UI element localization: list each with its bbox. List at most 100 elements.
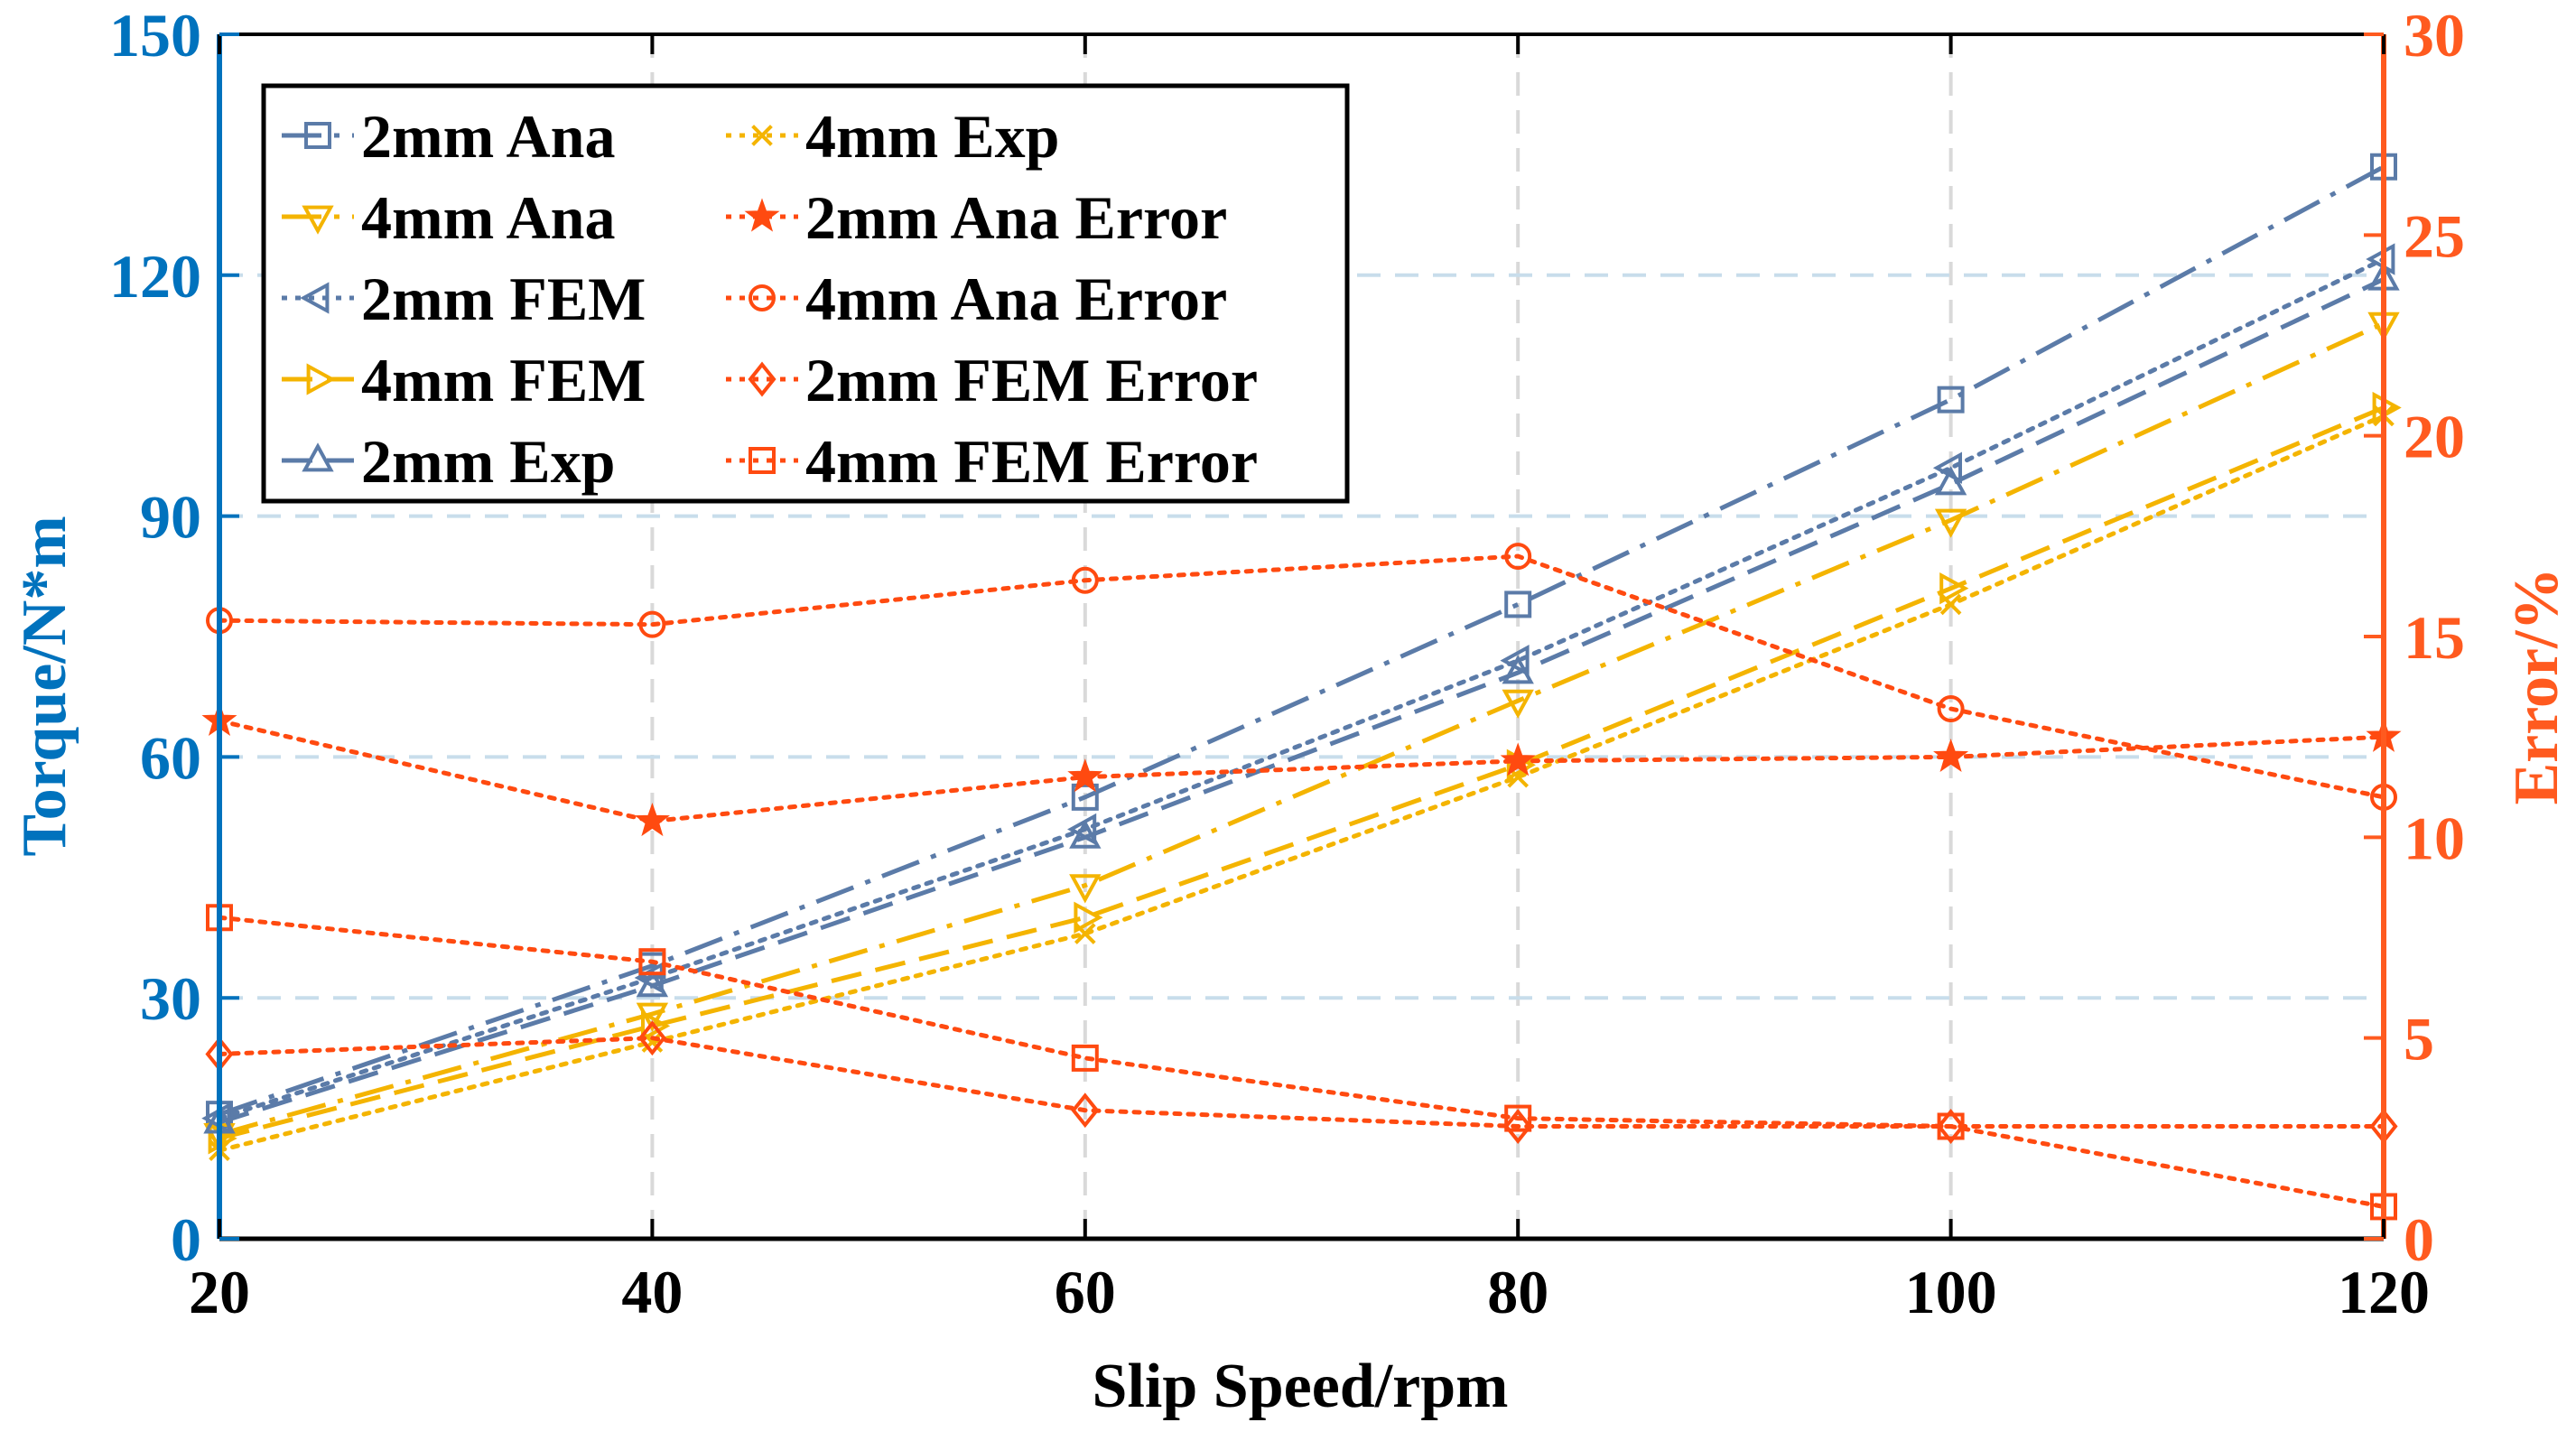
marker-star (1933, 738, 1969, 773)
series-2mm-ana (206, 153, 2397, 1129)
marker-diamond (637, 1020, 666, 1056)
marker-triangle-down (1502, 689, 1534, 719)
series-4mm-fem (208, 391, 2402, 1155)
x-tick-label: 20 (189, 1258, 250, 1326)
marker-triangle-up (636, 968, 669, 998)
marker-circle (1071, 566, 1099, 594)
legend-entry: 4mm Exp (726, 102, 1059, 171)
series-4mm-exp (209, 404, 2395, 1161)
y2-tick-label: 10 (2404, 804, 2465, 872)
legend-label: 4mm Exp (805, 102, 1059, 171)
legend-entry: 2mm FEM Error (726, 346, 1258, 414)
x-tick-label: 100 (1905, 1258, 1997, 1326)
marker-square (1937, 1112, 1965, 1140)
legend-entry: 4mm Ana (282, 183, 615, 252)
y-tick-label: 30 (140, 964, 201, 1033)
x-tick-label: 40 (621, 1258, 683, 1326)
y2-tick-label: 15 (2404, 603, 2465, 672)
marker-triangle-right (1939, 572, 1969, 605)
y-tick-label: 120 (109, 242, 201, 311)
series-line (219, 164, 2385, 1117)
marker-triangle-right (306, 363, 336, 395)
marker-triangle-down (1934, 508, 1967, 538)
series-line (217, 413, 2386, 1153)
series-4mm-fem-error (206, 904, 2397, 1221)
marker-triangle-up (1934, 466, 1967, 496)
marker-diamond (1937, 1109, 1966, 1144)
legend-box (261, 83, 1350, 504)
legend-label: 2mm Ana Error (805, 183, 1227, 252)
legend-entry: 2mm FEM (282, 265, 646, 333)
y-tick-label: 90 (140, 483, 201, 552)
legend-entry: 4mm FEM Error (726, 427, 1258, 496)
marker-circle (638, 610, 666, 638)
marker-star (634, 803, 670, 837)
y2-tick-label: 30 (2404, 1, 2465, 70)
marker-square (638, 948, 666, 976)
marker-square (749, 447, 776, 474)
marker-circle (749, 284, 776, 311)
marker-x (1939, 593, 1962, 616)
series-2mm-ana-error (201, 702, 2402, 837)
legend-entry: 4mm FEM (282, 346, 646, 414)
marker-star (1067, 758, 1103, 793)
series-line (219, 405, 2385, 1141)
legend: 2mm Ana 4mm Ana 2mm FEM 4mm FEM 2mm Exp 4mm E… (261, 83, 1350, 504)
legend-label: 2mm Exp (361, 427, 615, 496)
marker-x (751, 125, 773, 146)
x-axis-label: Slip Speed/rpm (1093, 1352, 1509, 1421)
marker-square (1504, 1104, 1532, 1132)
marker-triangle-right (641, 1009, 671, 1043)
marker-diamond (748, 361, 777, 397)
legend-entry: 4mm Ana Error (726, 265, 1227, 333)
series-2mm-exp (203, 261, 2400, 1134)
legend-entry: 2mm Exp (282, 427, 615, 496)
marker-square (1504, 590, 1532, 618)
series-line (217, 256, 2386, 1121)
y2-tick-label: 0 (2404, 1205, 2434, 1274)
marker-triangle-right (1074, 901, 1103, 934)
legend-label: 4mm FEM Error (805, 427, 1258, 496)
marker-square (1071, 783, 1099, 811)
marker-square (1937, 386, 1965, 414)
marker-diamond (1071, 1092, 1100, 1129)
legend-label: 2mm Ana (361, 102, 615, 171)
legend-label: 2mm FEM (361, 265, 646, 333)
marker-triangle-up (1502, 655, 1534, 684)
x-tick-label: 120 (2338, 1258, 2430, 1326)
legend-label: 4mm FEM (361, 346, 646, 414)
y-tick-label: 150 (109, 1, 201, 70)
marker-x (641, 1031, 664, 1053)
marker-triangle-up (302, 442, 334, 472)
marker-diamond (1503, 1109, 1532, 1144)
legend-label: 2mm FEM Error (805, 346, 1258, 414)
marker-x (1074, 923, 1096, 944)
series-line (217, 553, 2386, 800)
marker-star (1500, 742, 1536, 776)
y2-tick-label: 20 (2404, 403, 2465, 471)
series-line (219, 321, 2385, 1137)
y-tick-label: 60 (140, 723, 201, 792)
series-4mm-ana (203, 311, 2400, 1153)
y-tick-label: 0 (171, 1205, 201, 1274)
series-line (217, 915, 2386, 1209)
y2-tick-label: 5 (2404, 1005, 2434, 1074)
marker-triangle-left (300, 282, 330, 314)
legend-entry: 2mm Ana Error (726, 183, 1227, 252)
legend-label: 4mm Ana (361, 183, 615, 252)
legend-entry: 2mm Ana (282, 102, 615, 171)
marker-star (744, 198, 780, 232)
legend-label: 4mm Ana Error (805, 265, 1227, 333)
x-tick-label: 60 (1055, 1258, 1116, 1326)
marker-square (1071, 1044, 1099, 1072)
marker-circle (1504, 543, 1532, 571)
marker-triangle-up (1069, 819, 1102, 849)
marker-triangle-down (302, 205, 334, 235)
series-2mm-fem-error (205, 1020, 2398, 1144)
y2-tick-label: 25 (2404, 201, 2465, 270)
marker-triangle-down (1069, 874, 1102, 904)
y2-axis-label: Error/% (2502, 567, 2571, 804)
x-tick-label: 80 (1487, 1258, 1548, 1326)
